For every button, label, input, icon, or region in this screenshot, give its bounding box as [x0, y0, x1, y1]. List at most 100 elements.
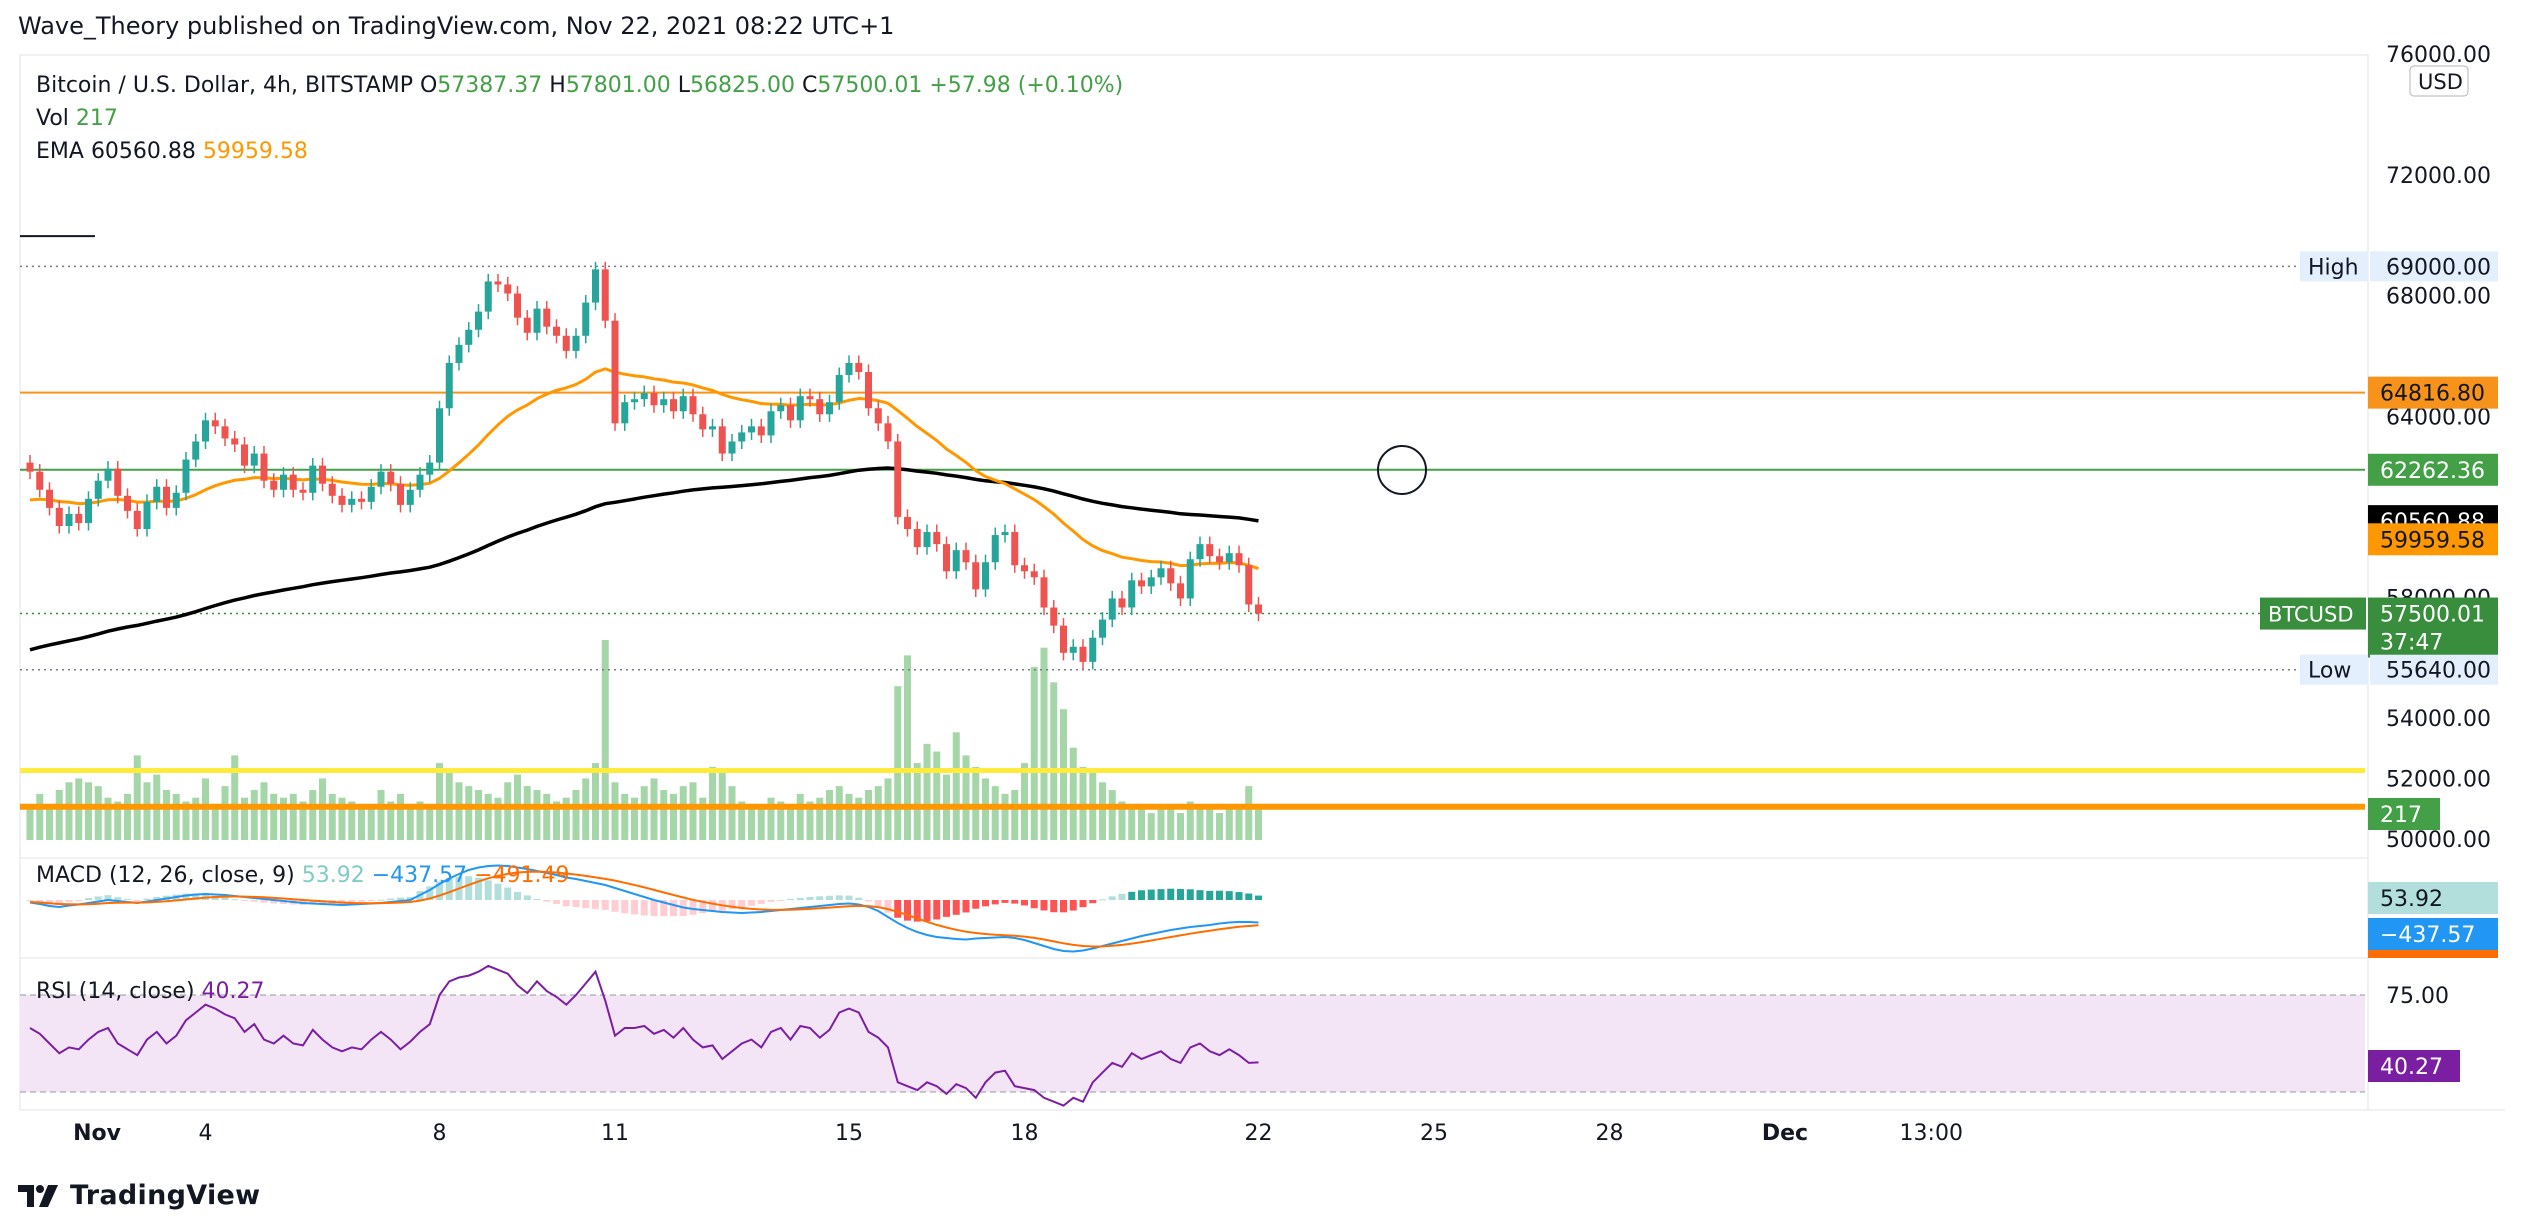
macd-histogram-bar	[494, 883, 502, 900]
macd-histogram-bar	[104, 895, 112, 900]
volume-bar	[640, 786, 648, 840]
time-tick-label: Nov	[73, 1121, 122, 1146]
macd-histogram-bar	[133, 900, 141, 901]
volume-bar	[172, 793, 180, 840]
volume-bar	[328, 793, 336, 840]
candle-body	[982, 562, 989, 590]
candle-body	[163, 486, 170, 508]
candle-body	[65, 513, 73, 526]
candle-body	[1001, 532, 1009, 536]
volume-bar	[816, 797, 824, 840]
macd-histogram-bar	[143, 898, 151, 900]
candle-body	[1011, 532, 1019, 566]
price-tick-label: 52000.00	[2386, 768, 2491, 793]
candle-body	[1235, 553, 1243, 566]
macd-histogram-bar	[787, 898, 794, 900]
volume-bar	[748, 805, 755, 840]
volume-bar	[358, 805, 365, 840]
macd-histogram-bar	[611, 900, 619, 912]
candle-body	[387, 471, 395, 484]
candle-body	[1167, 568, 1175, 584]
candle-body	[319, 465, 326, 484]
macd-histogram-bar	[1235, 892, 1243, 900]
macd-histogram-bar	[1040, 900, 1048, 911]
macd-histogram-bar	[270, 900, 278, 904]
volume-bar	[592, 763, 599, 840]
candle-body	[1099, 619, 1106, 638]
macd-histogram-bar	[650, 900, 658, 917]
candle-body	[523, 317, 531, 333]
high-tag	[2300, 251, 2368, 282]
volume-bar	[1030, 666, 1038, 840]
candle-body	[182, 459, 190, 493]
rsi-value-label: 40.27	[2380, 1055, 2443, 1080]
volume-bar	[1108, 790, 1116, 840]
rsi-legend: RSI (14, close) 40.27	[36, 979, 265, 1004]
volume-bar	[94, 786, 102, 840]
volume-bar	[913, 763, 921, 840]
time-tick-label: 22	[1245, 1121, 1273, 1146]
low-price-box	[2370, 654, 2498, 685]
last-symbol-label: BTCUSD	[2268, 603, 2354, 627]
candle-body	[1147, 577, 1155, 587]
candle-body	[55, 507, 63, 526]
candle-body	[767, 411, 775, 436]
volume-bar	[874, 786, 882, 840]
macd-histogram-bar	[1099, 899, 1106, 901]
price-tick-label: 72000.00	[2386, 164, 2491, 189]
macd-histogram-bar	[153, 896, 161, 900]
time-tick-label: 4	[199, 1121, 213, 1146]
volume-bar	[679, 786, 687, 840]
volume-bar	[367, 809, 375, 840]
volume-bar	[289, 793, 297, 840]
macd-histogram-bar	[406, 896, 414, 900]
rsi-line	[29, 964, 1259, 1107]
macd-histogram-bar	[728, 900, 736, 910]
volume-bar	[1167, 809, 1175, 840]
macd-histogram-bar	[884, 900, 892, 913]
candle-body	[436, 408, 443, 463]
level-green-price-label: 62262.36	[2380, 459, 2485, 484]
volume-bar	[777, 801, 785, 840]
time-tick-label: 8	[433, 1121, 447, 1146]
price-tick-label: 76000.00	[2386, 43, 2491, 68]
volume-bar	[270, 793, 278, 840]
volume-bar	[85, 782, 92, 840]
crossover-circle[interactable]	[1377, 445, 1427, 495]
macd-histogram-bar	[1030, 900, 1038, 909]
candle-body	[601, 269, 609, 321]
candle-body	[1177, 583, 1184, 599]
candle-body	[904, 516, 911, 530]
macd-histogram-bar	[874, 900, 882, 907]
macd-histogram-bar	[582, 900, 590, 909]
volume-bar	[1245, 786, 1253, 840]
candle-body	[514, 293, 521, 318]
candle-body	[874, 408, 882, 424]
candle-body	[1225, 553, 1233, 563]
candle-body	[718, 426, 726, 454]
chart-frame	[19, 54, 2369, 1111]
candle-body	[1255, 604, 1262, 614]
macd-histogram-bar	[221, 897, 229, 900]
volume-bar	[504, 782, 512, 840]
macd-histogram-bar	[484, 880, 492, 900]
candle-body	[153, 486, 161, 502]
price-tick-label: 68000.00	[2386, 285, 2491, 310]
candle-body	[133, 510, 141, 530]
candle-body	[894, 441, 902, 517]
candle-body	[738, 432, 746, 442]
currency-box[interactable]	[2409, 65, 2469, 97]
candle-body	[338, 495, 346, 505]
candle-body	[1089, 637, 1097, 662]
volume-bar	[55, 790, 63, 840]
price-tick-label: 54000.00	[2386, 707, 2491, 732]
macd-histogram-bar	[1001, 900, 1009, 903]
volume-bar	[416, 801, 424, 840]
macd-histogram-bar	[533, 898, 541, 900]
macd-histogram-bar	[387, 898, 395, 900]
candle-body	[1060, 625, 1067, 653]
candle-body	[972, 562, 980, 590]
volume-bar	[65, 782, 73, 840]
macd-histogram-bar	[1021, 900, 1028, 906]
